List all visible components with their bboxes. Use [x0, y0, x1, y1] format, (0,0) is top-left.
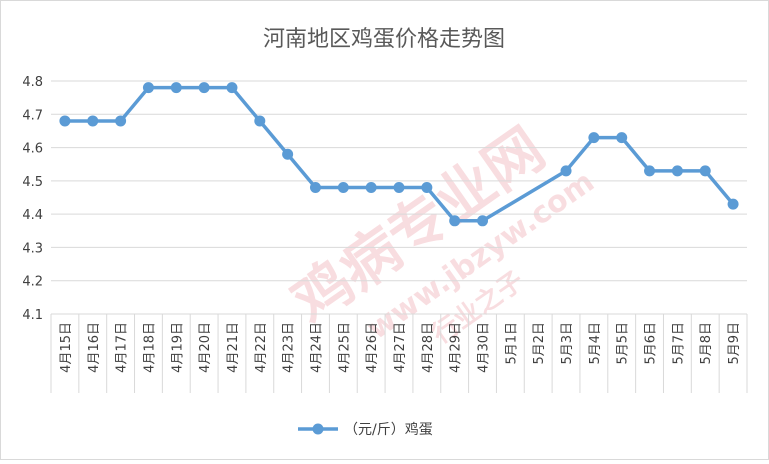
gridlines — [50, 80, 748, 393]
x-tick-label: 5月7日 — [671, 322, 686, 365]
x-tick-label: 4月18日 — [142, 322, 157, 373]
x-tick-label: 4月29日 — [449, 322, 464, 373]
y-axis-ticks: 4.1 4.2 4.3 4.4 4.5 4.6 4.7 4.8 — [22, 75, 43, 323]
data-point — [671, 165, 683, 177]
data-point — [337, 182, 349, 194]
data-point — [309, 182, 321, 194]
data-point — [59, 115, 71, 127]
series-egg-price — [59, 82, 739, 227]
data-point — [644, 165, 656, 177]
chart-title: 河南地区鸡蛋价格走势图 — [263, 27, 505, 52]
data-point — [560, 165, 572, 177]
data-point — [699, 165, 711, 177]
x-tick-label: 4月19日 — [170, 322, 185, 373]
data-point — [616, 132, 628, 144]
x-tick-label: 5月8日 — [699, 322, 714, 365]
x-tick-label: 5月4日 — [588, 322, 603, 365]
data-point — [254, 115, 266, 127]
x-tick-label: 4月28日 — [421, 322, 436, 373]
data-point — [727, 198, 739, 210]
data-point — [282, 148, 294, 160]
data-point — [393, 182, 405, 194]
data-point — [170, 82, 182, 94]
data-point — [226, 82, 238, 94]
x-tick-label: 4月22日 — [254, 322, 269, 373]
x-tick-label: 4月23日 — [282, 322, 297, 373]
x-tick-label: 5月6日 — [644, 322, 659, 365]
x-tick-label: 4月16日 — [87, 322, 102, 373]
x-tick-label: 4月24日 — [309, 322, 324, 373]
x-tick-label: 5月9日 — [727, 322, 742, 365]
data-point — [588, 132, 600, 144]
y-tick-label: 4.4 — [22, 208, 43, 223]
y-tick-label: 4.5 — [22, 175, 43, 190]
legend-label: （元/斤）鸡蛋 — [344, 421, 433, 438]
y-tick-label: 4.8 — [22, 75, 43, 90]
y-tick-label: 4.2 — [22, 275, 43, 290]
x-tick-label: 4月15日 — [59, 322, 74, 373]
legend-marker — [312, 423, 324, 435]
x-tick-label: 4月25日 — [337, 322, 352, 373]
x-tick-label: 4月20日 — [198, 322, 213, 373]
y-tick-label: 4.1 — [22, 308, 43, 323]
y-tick-label: 4.6 — [22, 142, 43, 157]
x-tick-label: 4月30日 — [477, 322, 492, 373]
x-tick-label: 4月27日 — [393, 322, 408, 373]
y-tick-label: 4.3 — [22, 241, 43, 256]
x-tick-label: 4月21日 — [226, 322, 241, 373]
data-point — [449, 215, 461, 227]
data-point — [87, 115, 99, 127]
data-point — [142, 82, 154, 94]
x-tick-label: 5月5日 — [616, 322, 631, 365]
y-tick-label: 4.7 — [22, 108, 43, 123]
data-point — [198, 82, 210, 94]
x-tick-label: 5月3日 — [560, 322, 575, 365]
legend: （元/斤）鸡蛋 — [298, 421, 433, 438]
x-axis-ticks: 4月15日 4月16日 4月17日 4月18日 4月19日 4月20日 4月21日 4月22日… — [59, 322, 742, 373]
x-tick-label: 5月1日 — [504, 322, 519, 365]
x-tick-label: 5月2日 — [532, 322, 547, 365]
data-point — [115, 115, 127, 127]
x-tick-label: 4月17日 — [115, 322, 130, 373]
data-point — [421, 182, 433, 194]
x-tick-label: 4月26日 — [365, 322, 380, 373]
data-point — [477, 215, 489, 227]
data-point — [365, 182, 377, 194]
